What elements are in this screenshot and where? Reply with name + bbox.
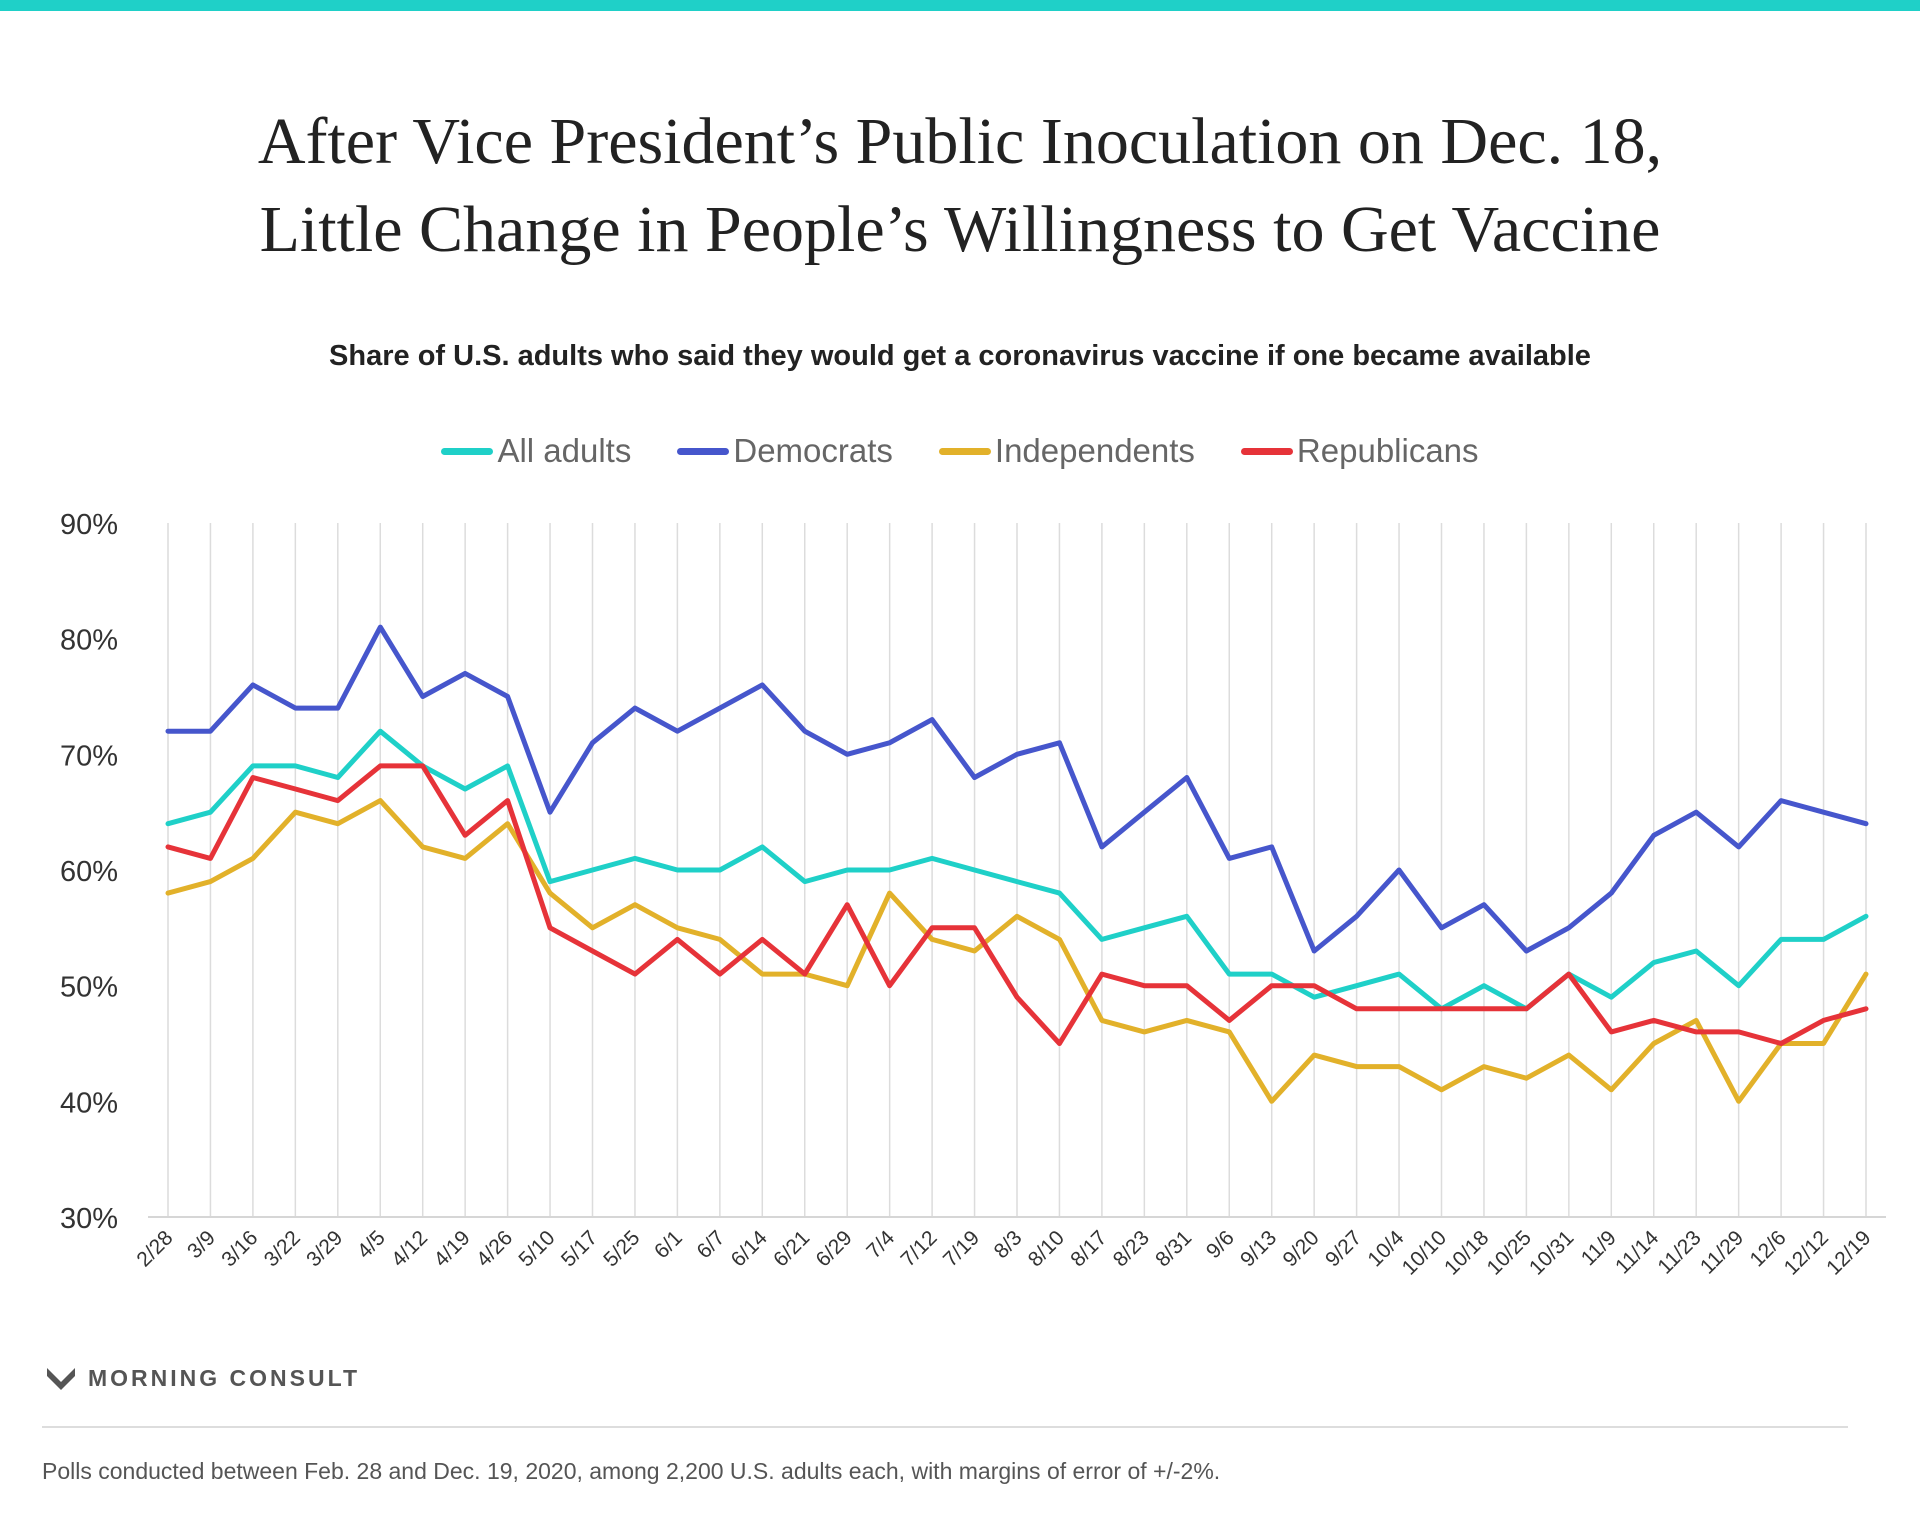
x-tick-label: 12/12 bbox=[1780, 1226, 1833, 1279]
x-tick-label: 9/6 bbox=[1202, 1226, 1239, 1263]
footer-divider bbox=[42, 1426, 1848, 1428]
x-tick-label: 3/22 bbox=[260, 1226, 305, 1271]
series-line-republicans bbox=[165, 763, 1869, 1046]
x-tick-label: 10/10 bbox=[1398, 1226, 1451, 1279]
x-tick-label: 6/14 bbox=[727, 1226, 772, 1271]
x-tick-label: 4/19 bbox=[430, 1226, 475, 1271]
logo-text: MORNING CONSULT bbox=[88, 1365, 361, 1391]
chart-subtitle: Share of U.S. adults who said they would… bbox=[329, 340, 1591, 372]
x-tick-label: 10/31 bbox=[1525, 1226, 1578, 1279]
legend-swatch bbox=[938, 447, 991, 455]
y-tick-label: 60% bbox=[60, 856, 118, 888]
x-tick-label: 6/29 bbox=[812, 1226, 857, 1271]
x-tick-label: 10/25 bbox=[1483, 1226, 1536, 1279]
y-tick-label: 50% bbox=[60, 972, 118, 1004]
title-line-2: Little Change in People’s Willingness to… bbox=[259, 193, 1661, 266]
x-tick-label: 4/12 bbox=[387, 1226, 432, 1271]
x-tick-label: 8/17 bbox=[1066, 1226, 1111, 1271]
x-tick-label: 9/13 bbox=[1236, 1226, 1281, 1271]
legend-item-all-adults: All adults bbox=[441, 432, 631, 470]
x-tick-label: 5/17 bbox=[557, 1226, 602, 1271]
legend-swatch bbox=[677, 447, 730, 455]
legend-swatch bbox=[441, 447, 494, 455]
x-tick-label: 3/9 bbox=[183, 1226, 220, 1263]
x-tick-label: 8/3 bbox=[990, 1226, 1027, 1263]
title-line-1: After Vice President’s Public Inoculatio… bbox=[257, 105, 1663, 178]
y-tick-label: 40% bbox=[60, 1087, 118, 1119]
x-tick-label: 7/12 bbox=[896, 1226, 941, 1271]
legend-item-democrats: Democrats bbox=[677, 432, 893, 470]
series-line-democrats bbox=[165, 624, 1869, 954]
x-tick-label: 8/23 bbox=[1109, 1226, 1154, 1271]
y-tick-label: 30% bbox=[60, 1203, 118, 1235]
legend-label: Independents bbox=[994, 432, 1195, 469]
legend-label: Republicans bbox=[1296, 432, 1479, 469]
brand-logo: MORNING CONSULT bbox=[46, 1365, 360, 1392]
x-tick-label: 8/31 bbox=[1151, 1226, 1196, 1271]
morning-consult-m-icon bbox=[47, 1367, 75, 1390]
legend: All adults Democrats Independents Republ… bbox=[0, 432, 1920, 470]
x-tick-label: 12/19 bbox=[1822, 1226, 1875, 1279]
x-tick-label: 9/20 bbox=[1279, 1226, 1324, 1271]
legend-label: All adults bbox=[497, 432, 632, 469]
legend-item-independents: Independents bbox=[938, 432, 1195, 470]
x-tick-label: 6/7 bbox=[692, 1226, 729, 1263]
x-tick-label: 2/28 bbox=[132, 1226, 177, 1271]
footnote: Polls conducted between Feb. 28 and Dec.… bbox=[42, 1458, 1221, 1484]
legend-label: Democrats bbox=[733, 432, 893, 469]
x-tick-label: 4/26 bbox=[472, 1226, 517, 1271]
x-tick-label: 5/25 bbox=[599, 1226, 644, 1271]
x-tick-label: 6/21 bbox=[769, 1226, 814, 1271]
x-tick-label: 10/18 bbox=[1440, 1226, 1493, 1279]
x-tick-label: 11/29 bbox=[1696, 1226, 1748, 1278]
y-tick-label: 80% bbox=[60, 625, 118, 657]
x-tick-label: 11/23 bbox=[1653, 1226, 1705, 1278]
y-tick-label: 90% bbox=[60, 509, 118, 541]
x-tick-label: 9/27 bbox=[1321, 1226, 1366, 1271]
x-tick-label: 7/4 bbox=[862, 1226, 899, 1263]
x-tick-label: 7/19 bbox=[939, 1226, 984, 1271]
y-tick-label: 70% bbox=[60, 740, 118, 772]
x-tick-label: 5/10 bbox=[514, 1226, 559, 1271]
series-line-independents bbox=[165, 798, 1869, 1104]
x-tick-label: 8/10 bbox=[1024, 1226, 1069, 1271]
legend-swatch bbox=[1240, 447, 1293, 455]
legend-item-republicans: Republicans bbox=[1240, 432, 1479, 470]
top-accent-bar bbox=[0, 0, 1920, 11]
series-line-all-adults bbox=[165, 728, 1869, 1012]
x-tick-label: 3/16 bbox=[217, 1226, 262, 1271]
x-tick-label: 6/1 bbox=[650, 1226, 687, 1263]
x-tick-label: 3/29 bbox=[302, 1226, 347, 1271]
chart-title: After Vice President’s Public Inoculatio… bbox=[0, 98, 1920, 274]
line-chart: 30% 40% 50% 60% 70% 80% 90% 2/28 3/93/163/223/29… bbox=[60, 509, 1886, 1280]
x-tick-label: 4/5 bbox=[353, 1226, 390, 1263]
x-tick-label: 11/14 bbox=[1611, 1226, 1664, 1279]
